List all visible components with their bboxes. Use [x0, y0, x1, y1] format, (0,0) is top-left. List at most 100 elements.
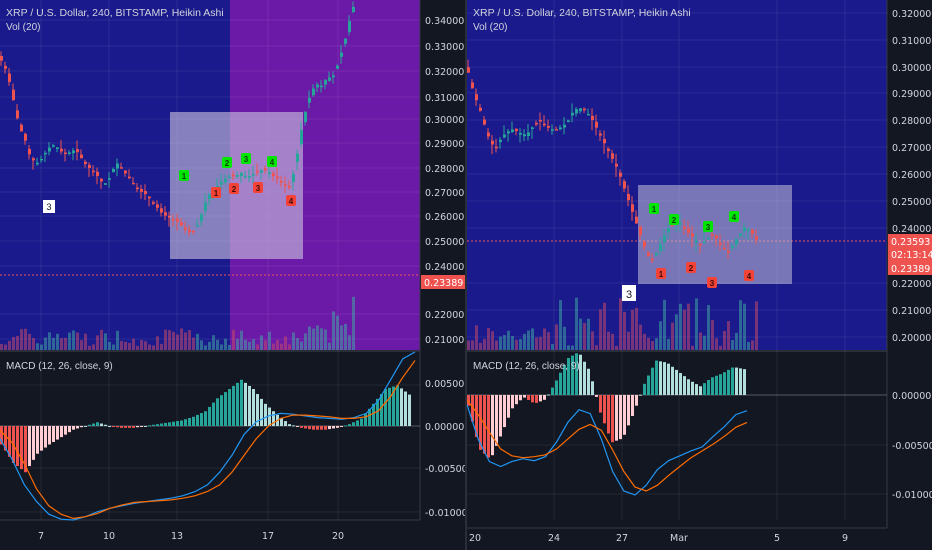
macd-histogram-bar	[332, 426, 335, 429]
candle-body	[136, 187, 139, 190]
green-wave-badge	[267, 156, 277, 167]
volume-bar	[24, 328, 27, 350]
candle-body	[228, 176, 231, 179]
macd-histogram-bar	[40, 426, 43, 451]
candle-body	[551, 129, 554, 131]
volume-bar	[515, 339, 518, 350]
macd-histogram-bar	[571, 355, 574, 395]
candle-body	[276, 176, 279, 179]
green-wave-number: 1	[652, 205, 657, 214]
macd-histogram-bar	[136, 426, 139, 428]
macd-histogram-bar	[340, 426, 343, 427]
left-macd-label: MACD (12, 26, close, 9)	[6, 361, 113, 372]
macd-histogram-bar	[264, 403, 267, 426]
volume-bar	[551, 344, 554, 350]
volume-bar	[687, 303, 690, 350]
candle-body	[340, 52, 343, 57]
candle-body	[168, 215, 171, 218]
candle-body	[72, 150, 75, 154]
volume-bar	[232, 329, 235, 350]
macd-histogram-bar	[467, 395, 470, 406]
volume-bar	[747, 341, 750, 350]
panels-divider	[465, 0, 467, 550]
macd-histogram-bar	[583, 361, 586, 395]
candle-body	[32, 158, 35, 161]
candle-body	[188, 229, 191, 233]
macd-histogram-bar	[376, 398, 379, 426]
candle-body	[539, 119, 542, 122]
candle-body	[152, 202, 155, 204]
volume-bar	[487, 328, 490, 350]
macd-histogram-bar	[663, 362, 666, 395]
candle-body	[647, 252, 650, 256]
macd-histogram-bar	[503, 395, 506, 428]
macd-histogram-bar	[719, 374, 722, 395]
volume-bar	[296, 338, 299, 350]
green-wave-badge	[179, 170, 189, 181]
macd-histogram-bar	[288, 424, 291, 426]
left-price-tick: 0.32000	[425, 67, 464, 78]
volume-bar	[152, 345, 155, 350]
right-price-tick: 0.20000	[892, 333, 931, 344]
right-price-tick: 0.26000	[892, 170, 931, 181]
candle-body	[747, 229, 750, 231]
volume-bar	[715, 338, 718, 350]
right-macd-label: MACD (12, 26, close, 9)	[473, 361, 580, 372]
volume-bar	[615, 345, 618, 350]
macd-histogram-bar	[575, 353, 578, 395]
left-macd-tick: 0.00500	[425, 379, 464, 390]
right-time-tick: 24	[548, 533, 560, 544]
volume-bar	[739, 300, 742, 350]
volume-bar	[28, 333, 31, 350]
candle-body	[164, 212, 167, 216]
volume-bar	[683, 309, 686, 350]
volume-bar	[559, 300, 562, 350]
candle-body	[104, 183, 107, 185]
macd-histogram-bar	[404, 391, 407, 426]
macd-histogram-bar	[392, 386, 395, 426]
candle-body	[292, 173, 295, 182]
left-time-tick: 20	[332, 531, 344, 542]
macd-histogram-bar	[611, 395, 614, 443]
volume-bar	[635, 307, 638, 350]
candle-body	[256, 170, 259, 173]
right-wave-3-badge	[622, 285, 636, 301]
candle-body	[543, 123, 546, 126]
volume-bar	[507, 330, 510, 350]
volume-bar	[348, 335, 351, 350]
volume-bar	[88, 345, 91, 350]
candle-body	[196, 224, 199, 227]
candle-body	[531, 127, 534, 129]
candle-body	[68, 152, 71, 154]
macd-histogram-bar	[368, 408, 371, 426]
volume-bar	[64, 337, 67, 350]
right-last-price-badge	[888, 234, 932, 248]
macd-histogram-bar	[699, 386, 702, 395]
macd-histogram-bar	[731, 367, 734, 395]
volume-bar	[731, 340, 734, 350]
macd-histogram-bar	[260, 398, 263, 426]
macd-histogram-bar	[328, 426, 331, 430]
candle-body	[751, 229, 754, 234]
candle-body	[579, 108, 582, 112]
red-wave-badge	[253, 182, 263, 193]
right-price-ticks: 0.32000 0.31000 0.30000 0.29000 0.28000 …	[892, 9, 931, 344]
candle-body	[128, 176, 131, 179]
volume-bar	[316, 325, 319, 350]
macd-histogram-bar	[651, 367, 654, 395]
candle-body	[312, 88, 315, 96]
red-wave-badge	[211, 187, 221, 198]
macd-histogram-bar	[519, 395, 522, 401]
volume-bar	[655, 338, 658, 350]
macd-histogram-bar	[388, 387, 391, 426]
candle-body	[719, 243, 722, 245]
macd-histogram-bar	[372, 403, 375, 426]
macd-histogram-bar	[675, 369, 678, 395]
volume-bar	[535, 337, 538, 350]
macd-histogram-bar	[184, 419, 187, 426]
macd-histogram-bar	[236, 382, 239, 426]
candle-body	[336, 65, 339, 69]
volume-bar	[200, 340, 203, 350]
macd-histogram-bar	[703, 383, 706, 395]
macd-histogram-bar	[507, 395, 510, 418]
